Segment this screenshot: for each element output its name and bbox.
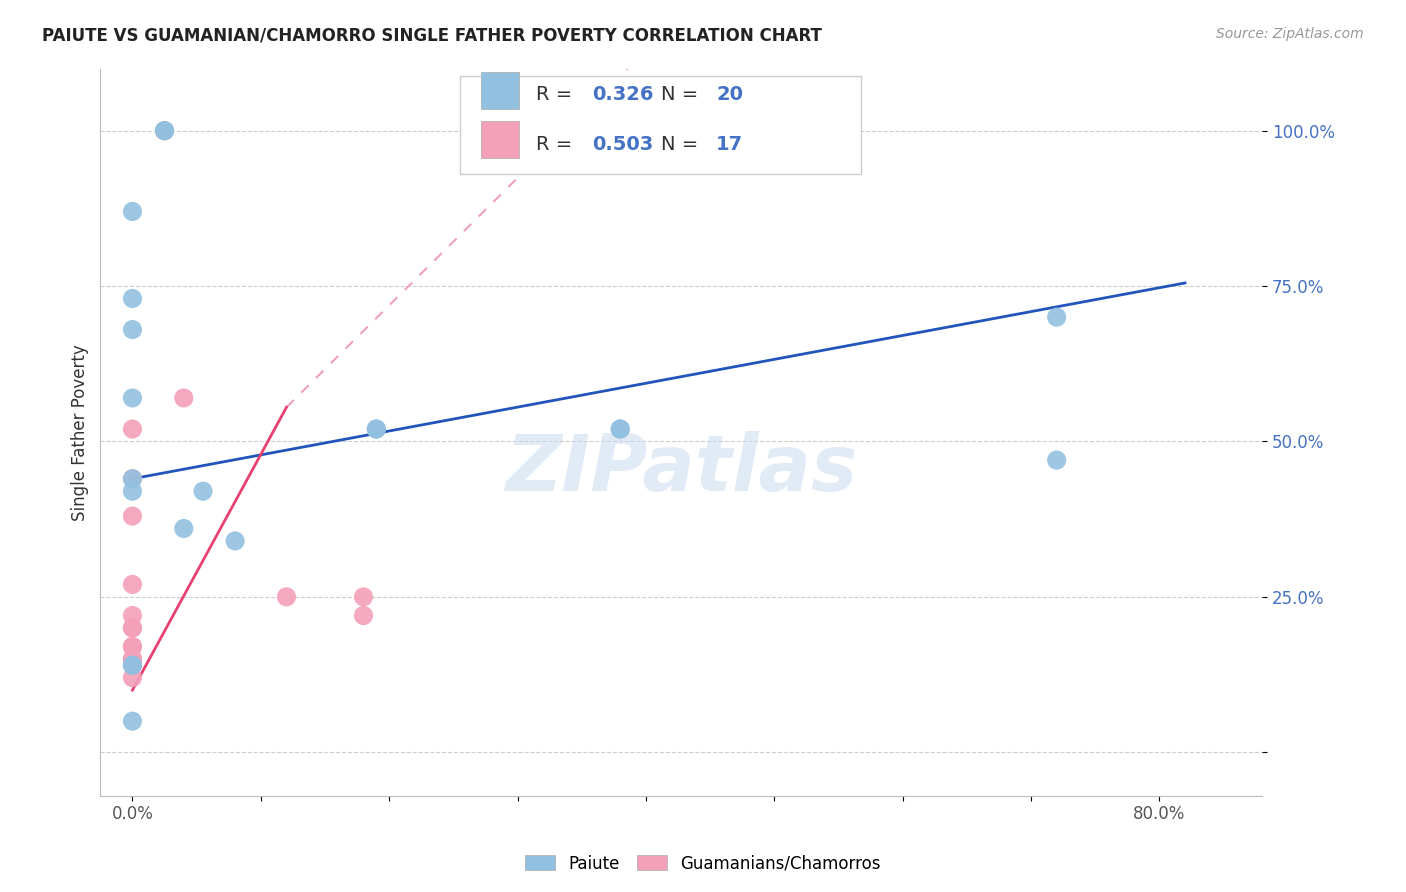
Point (366, 422, 388, 436)
Text: R =: R = (536, 135, 578, 153)
Point (121, 658, 143, 673)
Point (153, 123, 176, 137)
Point (121, 292, 143, 306)
Point (121, 391, 143, 405)
Point (121, 652, 143, 666)
Point (121, 472, 143, 486)
Point (121, 671, 143, 685)
Point (121, 322, 143, 336)
FancyBboxPatch shape (481, 72, 519, 109)
Point (121, 640, 143, 654)
Text: 0.326: 0.326 (592, 86, 654, 104)
Point (1046, 310, 1069, 325)
Point (121, 484, 143, 499)
Point (121, 577, 143, 591)
Text: N =: N = (661, 86, 704, 104)
Y-axis label: Single Father Poverty: Single Father Poverty (72, 343, 89, 521)
Text: PAIUTE VS GUAMANIAN/CHAMORRO SINGLE FATHER POVERTY CORRELATION CHART: PAIUTE VS GUAMANIAN/CHAMORRO SINGLE FATH… (42, 27, 823, 45)
Point (121, 608, 143, 623)
Point (173, 521, 195, 535)
Text: N =: N = (661, 135, 704, 153)
FancyBboxPatch shape (481, 121, 519, 158)
Point (153, 123, 176, 137)
Point (353, 590, 375, 604)
Text: 0.503: 0.503 (592, 135, 652, 153)
Point (224, 533, 246, 548)
Text: R =: R = (536, 86, 578, 104)
Point (121, 640, 143, 654)
Point (121, 472, 143, 486)
Point (366, 422, 388, 436)
Legend: Paiute, Guamanians/Chamorros: Paiute, Guamanians/Chamorros (519, 848, 887, 880)
Point (609, 422, 631, 436)
Point (1046, 453, 1069, 467)
Text: 20: 20 (716, 86, 742, 104)
Point (121, 714, 143, 728)
Point (121, 204, 143, 219)
Point (173, 391, 195, 405)
Point (609, 422, 631, 436)
Point (153, 123, 176, 137)
Point (121, 652, 143, 666)
Point (276, 590, 298, 604)
Point (353, 608, 375, 623)
Point (121, 658, 143, 673)
Text: Source: ZipAtlas.com: Source: ZipAtlas.com (1216, 27, 1364, 41)
Point (121, 422, 143, 436)
Text: 17: 17 (716, 135, 744, 153)
FancyBboxPatch shape (461, 76, 862, 174)
Point (121, 621, 143, 635)
Point (121, 621, 143, 635)
Point (191, 484, 214, 499)
Point (121, 509, 143, 524)
Text: ZIPatlas: ZIPatlas (505, 431, 858, 507)
